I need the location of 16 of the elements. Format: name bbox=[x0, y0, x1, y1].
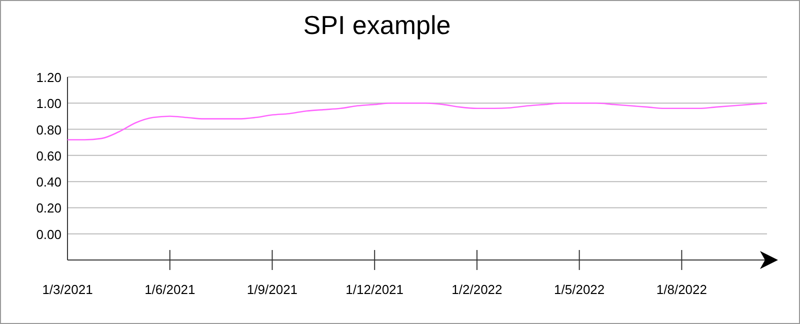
x-tick-label: 1/2/2022 bbox=[452, 282, 502, 297]
y-tick-label: 0.40 bbox=[36, 174, 62, 190]
y-tick-label: 0.20 bbox=[36, 200, 62, 216]
x-tick-label: 1/8/2022 bbox=[656, 282, 707, 297]
y-tick-label: 0.80 bbox=[36, 122, 62, 138]
x-tick-label: 1/3/2021 bbox=[42, 282, 93, 297]
x-tick-label: 1/12/2021 bbox=[346, 282, 404, 297]
x-tick-label: 1/6/2021 bbox=[144, 282, 196, 297]
y-tick-label: 0.60 bbox=[36, 148, 62, 164]
line-series bbox=[66, 102, 768, 140]
chart-title: SPI example bbox=[303, 10, 451, 40]
y-tick-label: 1.00 bbox=[36, 96, 62, 112]
x-tick-label: 1/5/2022 bbox=[554, 282, 605, 297]
y-tick-label: 0.00 bbox=[36, 226, 62, 242]
x-tick-label: 1/9/2021 bbox=[246, 282, 298, 297]
y-tick-label: 1.20 bbox=[36, 70, 62, 85]
